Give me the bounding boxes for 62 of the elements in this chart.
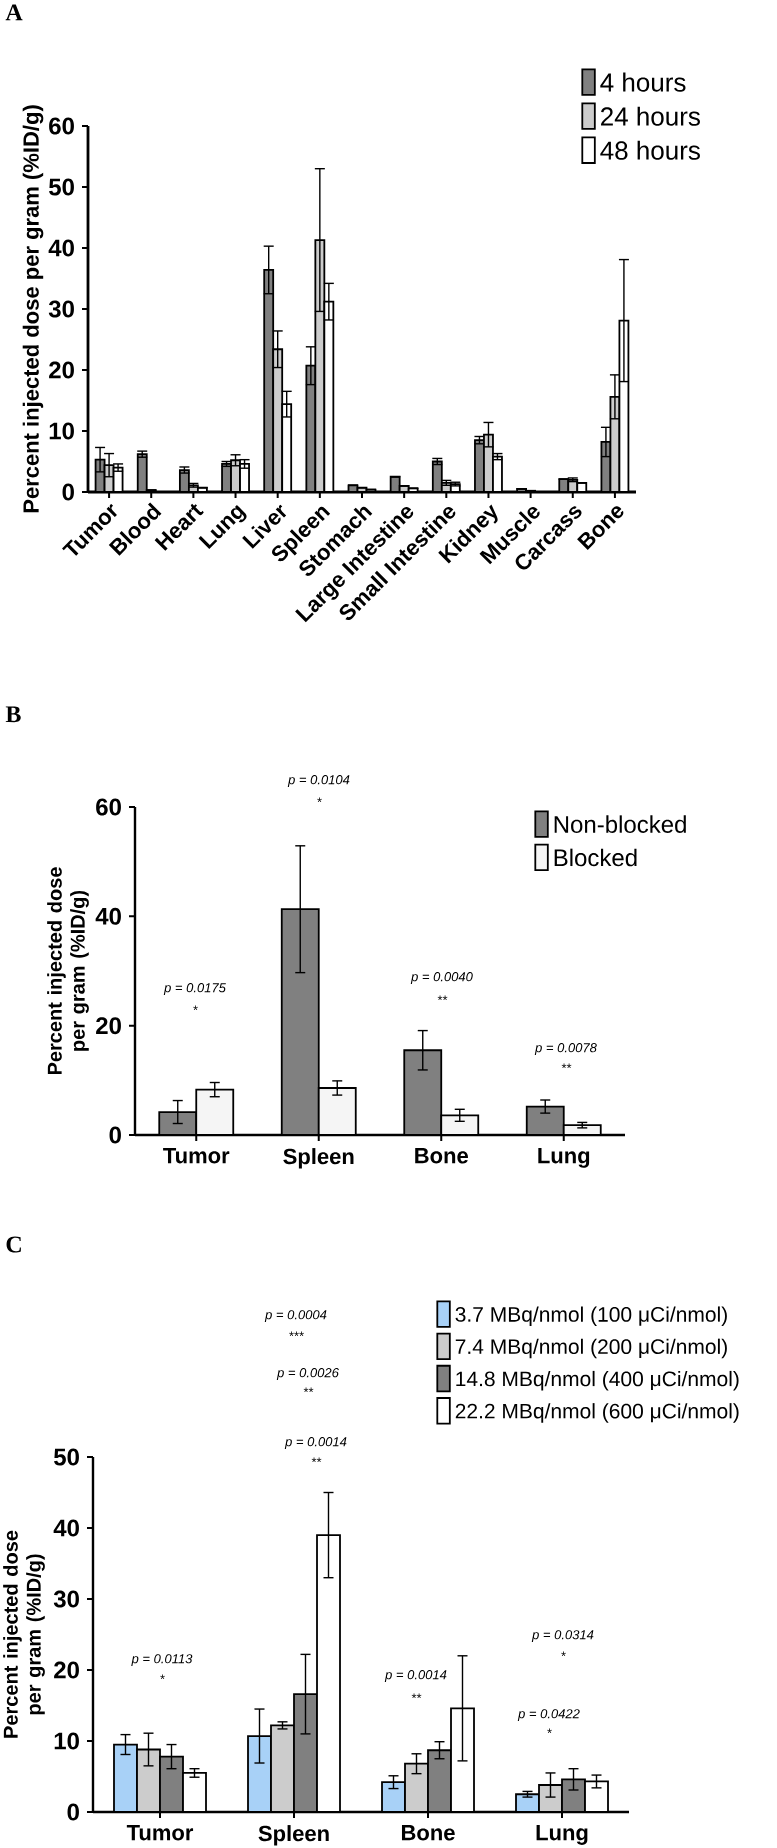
chart-title: B xyxy=(5,706,21,723)
y-tick-label: 0 xyxy=(67,1803,79,1821)
text: p = 0.0026 xyxy=(276,1368,339,1380)
annotation: * xyxy=(193,1005,198,1011)
annotation: p = 0.0175 xyxy=(163,983,226,995)
text: * xyxy=(317,797,322,803)
y-tick-label: 0 xyxy=(109,1126,121,1144)
legend-label: 3.7 MBq/nmol (100 μCi/nmol) xyxy=(455,1306,727,1326)
annotation: ** xyxy=(311,1457,322,1463)
text: *** xyxy=(289,1331,304,1337)
x-tick-label: Spleen xyxy=(283,1148,354,1169)
legend-label: 7.4 MBq/nmol (200 μCi/nmol) xyxy=(455,1338,727,1359)
x-tick-label: Tumor xyxy=(126,1825,194,1841)
y-tick-label: 10 xyxy=(49,422,74,440)
chart-title: A xyxy=(5,4,23,21)
y-axis-title: Percent injected dose per gram (%ID/g) xyxy=(3,1530,45,1738)
y-tick-label: 60 xyxy=(96,798,121,816)
annotation: p = 0.0078 xyxy=(534,1043,597,1055)
annotation: p = 0.0014 xyxy=(384,1670,447,1682)
annotation: * xyxy=(160,1674,165,1680)
text: p = 0.0104 xyxy=(287,775,350,787)
annotation: p = 0.0422 xyxy=(517,1709,580,1721)
x-tick-label: Lung xyxy=(536,1825,588,1845)
annotation: * xyxy=(561,1651,566,1657)
y-axis-title: Percent injected dose per gram (%ID/g) xyxy=(47,867,89,1075)
x-tick-label: Spleen xyxy=(258,1825,329,1846)
legend-label: 22.2 MBq/nmol (600 μCi/nmol) xyxy=(455,1403,739,1423)
y-tick-label: 10 xyxy=(54,1732,79,1750)
annotation: ** xyxy=(561,1063,572,1069)
y-tick-label: 30 xyxy=(53,1590,79,1608)
y-tick-label: 40 xyxy=(48,239,74,257)
legend-label: 24 hours xyxy=(601,106,700,126)
y-tick-label: 40 xyxy=(53,1519,79,1537)
text: ** xyxy=(303,1387,314,1393)
legend-label: Non-blocked xyxy=(554,815,686,833)
legend-label: Blocked xyxy=(554,848,637,867)
annotation: ** xyxy=(411,1693,422,1699)
y-tick-label: 20 xyxy=(96,1017,121,1035)
y-tick-label: 30 xyxy=(48,300,74,318)
x-tick-label: Lung xyxy=(538,1148,590,1168)
y-tick-label: 0 xyxy=(62,483,74,501)
y-axis-title: Percent injected dose per gram (%ID/g) xyxy=(22,105,44,513)
legend-label: 4 hours xyxy=(600,72,686,92)
annotation: * xyxy=(547,1728,552,1734)
x-tick-label: Bone xyxy=(415,1148,468,1164)
annotation: ** xyxy=(437,995,448,1001)
y-tick-label: 50 xyxy=(48,178,74,196)
annotation: p = 0.0040 xyxy=(410,972,473,984)
y-tick-label: 40 xyxy=(95,907,121,925)
y-tick-label: 50 xyxy=(53,1448,79,1466)
text: p = 0.0014 xyxy=(284,1437,347,1449)
legend-label: 14.8 MBq/nmol (400 μCi/nmol) xyxy=(456,1370,739,1391)
annotation: p = 0.0314 xyxy=(531,1630,594,1642)
annotation: p = 0.0113 xyxy=(131,1654,193,1666)
x-tick-label: Bone xyxy=(401,1825,455,1841)
legend-label: 48 hours xyxy=(600,140,700,160)
y-tick-label: 60 xyxy=(49,117,74,135)
y-tick-label: 20 xyxy=(54,1661,79,1679)
x-tick-label: Tumor xyxy=(163,1148,230,1164)
text: p = 0.0004 xyxy=(264,1310,327,1322)
chart-title: C xyxy=(6,1236,21,1253)
y-tick-label: 20 xyxy=(49,361,74,379)
